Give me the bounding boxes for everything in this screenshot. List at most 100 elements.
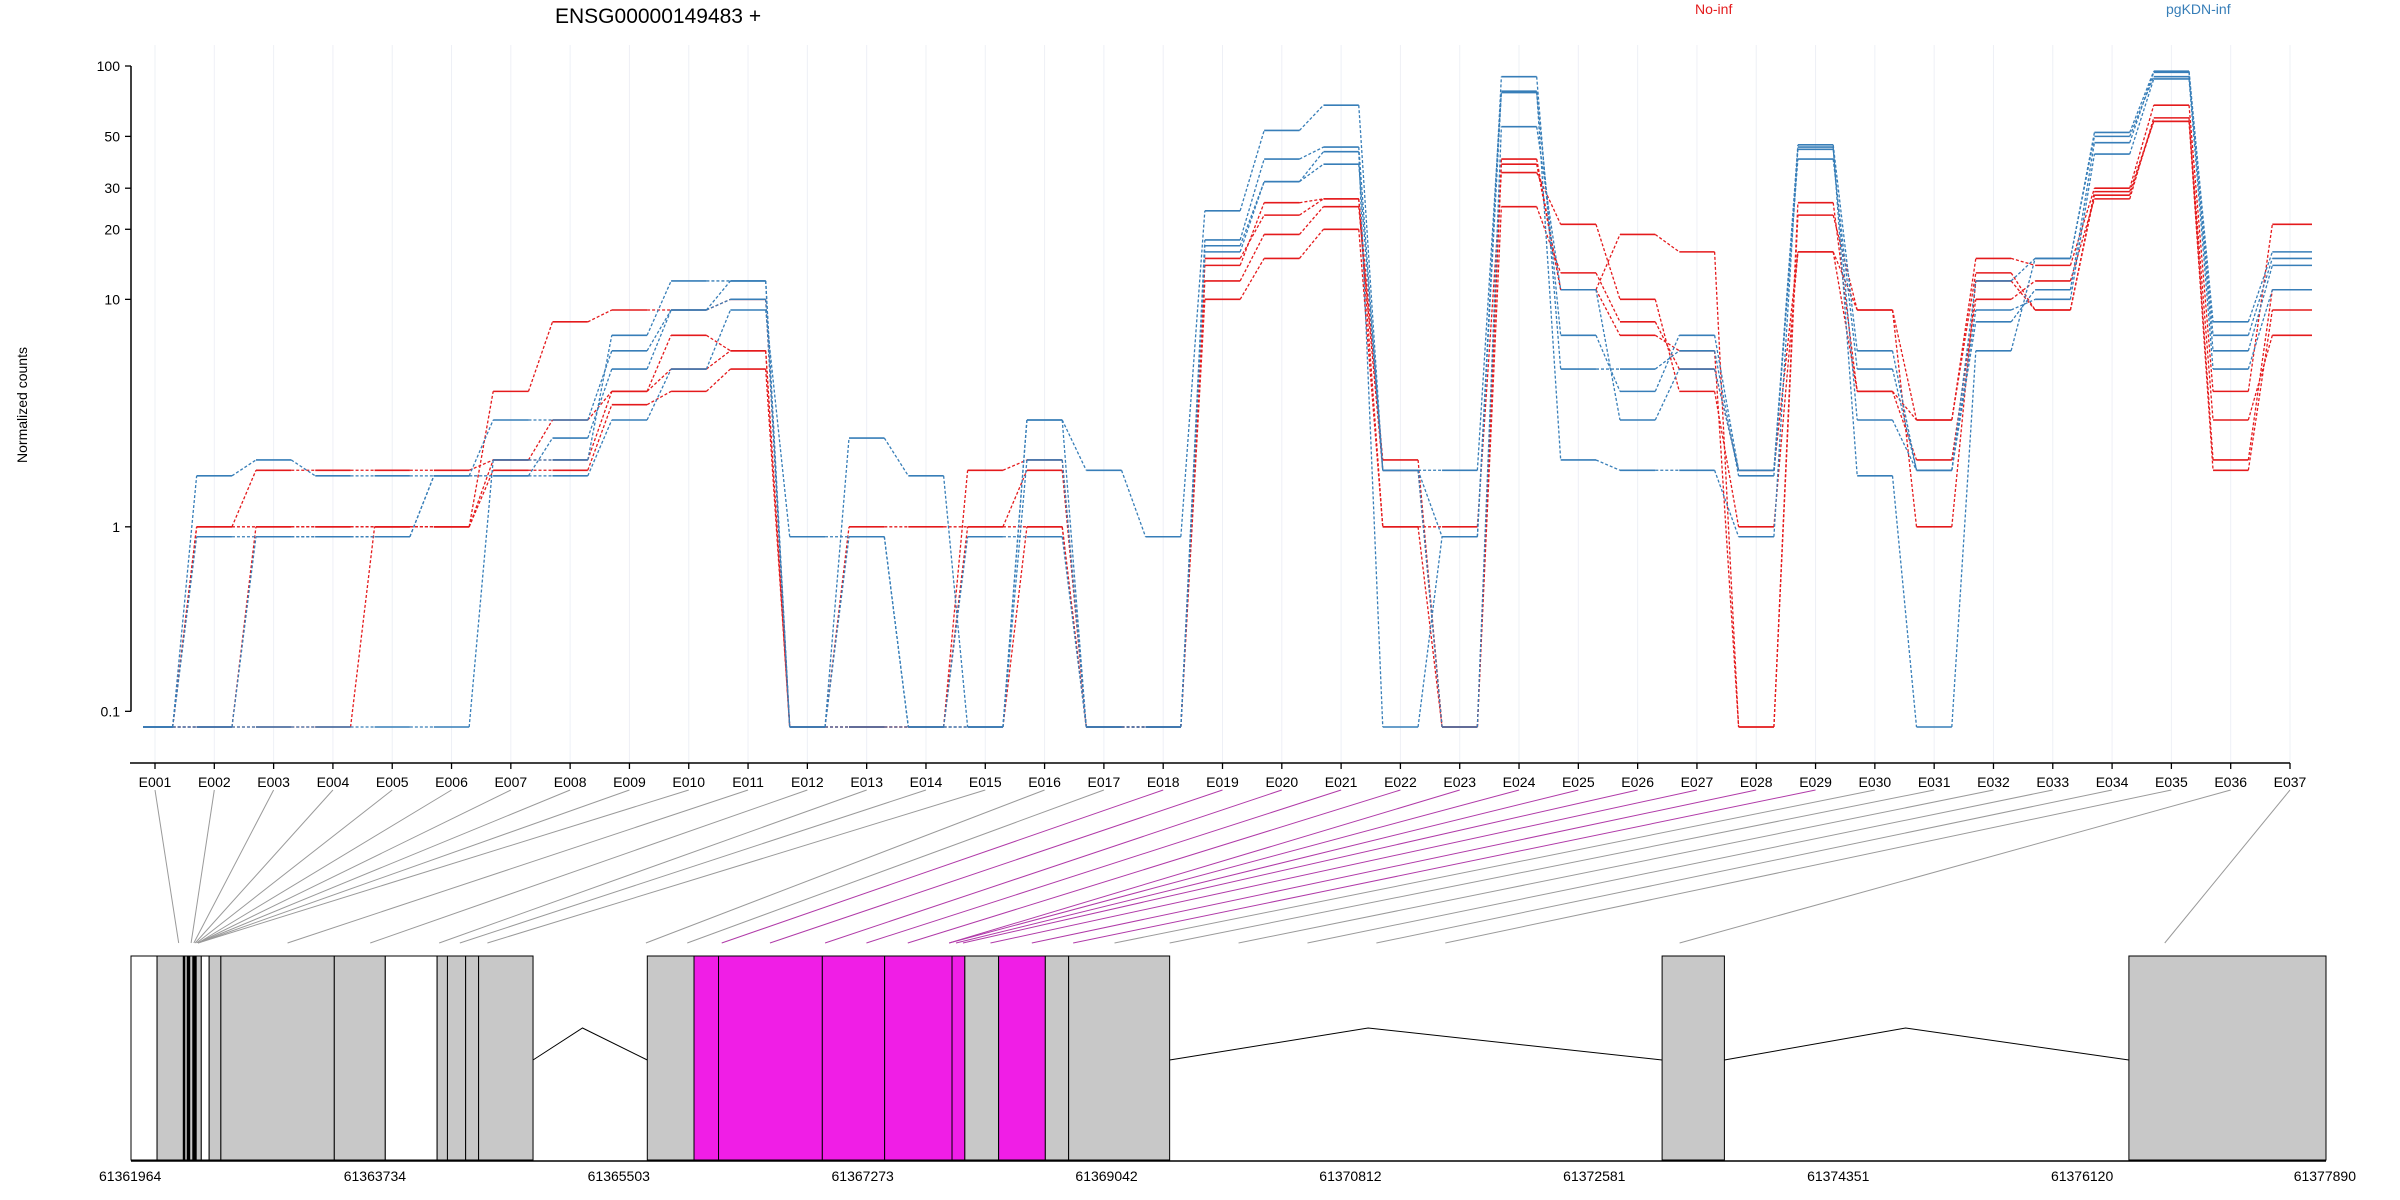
series-transition: [2010, 280, 2036, 311]
x-tick-label: E007: [494, 774, 527, 790]
exon-block: [465, 955, 480, 1161]
x-tick-label: E009: [613, 774, 646, 790]
exon-block: [195, 955, 202, 1161]
exon-connector: [1445, 789, 2172, 944]
intron-line: [1169, 1027, 1663, 1061]
series-transition: [1239, 158, 1265, 241]
genomic-tick-label: 61376120: [2051, 1168, 2114, 1184]
series-transition: [1595, 289, 1621, 336]
series-transition: [290, 459, 316, 477]
genomic-tick-label: 61377890: [2294, 1168, 2357, 1184]
series-transition: [646, 309, 672, 352]
series-transition: [1891, 350, 1918, 471]
series-transition: [1239, 181, 1265, 253]
series-transition: [2188, 76, 2214, 336]
exon-connector: [1114, 789, 1875, 944]
series-transition: [2010, 280, 2036, 300]
series-transition: [1298, 151, 1324, 183]
series-transition: [2188, 78, 2214, 370]
series-transition: [646, 335, 672, 392]
series-layer: [143, 70, 2312, 728]
series-transition: [1536, 76, 1562, 370]
series-transition: [883, 536, 909, 728]
genomic-tick-label: 61370812: [1319, 1168, 1382, 1184]
series-transition: [1358, 198, 1384, 461]
series-transition: [1951, 309, 1977, 471]
exon-block: [436, 955, 448, 1161]
y-tick-label: 10: [104, 291, 120, 307]
series-transition: [765, 309, 791, 537]
exon-block: [884, 955, 953, 1161]
x-tick-label: E033: [2036, 774, 2069, 790]
series-3: [143, 104, 2312, 728]
x-tick-label: E034: [2096, 774, 2129, 790]
series-transition: [1595, 224, 1621, 300]
series-transition: [2188, 121, 2214, 421]
x-tick-label: E024: [1503, 774, 1536, 790]
exon-connector: [459, 789, 927, 944]
exon-block: [951, 955, 966, 1161]
x-tick-label: E025: [1562, 774, 1595, 790]
genomic-tick-label: 61363734: [344, 1168, 407, 1184]
series-transition: [468, 459, 494, 471]
series-transition: [2010, 257, 2036, 282]
exon-connector: [1031, 789, 1757, 944]
series-transition: [1239, 258, 1265, 300]
series-transition: [2129, 70, 2155, 133]
legend: No-inf pgKDN-inf: [1695, 1, 2231, 17]
exon-block: [446, 955, 467, 1161]
series-transition: [2188, 105, 2214, 392]
x-tick-label: E028: [1740, 774, 1773, 790]
series-transition: [1358, 164, 1384, 471]
series-transition: [1298, 104, 1324, 131]
series-transition: [1299, 198, 1324, 204]
series-2: [143, 117, 2312, 728]
series-transition: [1358, 105, 1384, 471]
series-transition: [2247, 265, 2273, 351]
x-tick-label: E010: [672, 774, 705, 790]
series-transition: [1713, 350, 1740, 476]
x-tick-label: E035: [2155, 774, 2188, 790]
x-tick-label: E004: [317, 774, 350, 790]
series-transition: [942, 470, 969, 728]
series-transition: [1239, 130, 1265, 212]
series-transition: [2010, 298, 2036, 311]
series-transition: [409, 475, 435, 537]
exon-connector: [948, 789, 1520, 944]
intron-line: [1724, 1027, 2129, 1061]
series-transition: [468, 459, 494, 528]
series-transition: [1713, 391, 1740, 527]
exon-connector: [197, 789, 512, 944]
exon-connector: [197, 789, 452, 944]
series-transition: [1654, 350, 1680, 370]
chart-title: ENSG00000149483 +: [555, 5, 761, 28]
exon-connector: [487, 789, 986, 944]
series-transition: [765, 280, 791, 728]
series-transition: [1239, 214, 1265, 259]
series-transition: [1595, 234, 1621, 291]
series-transition: [1595, 272, 1621, 323]
series-transition: [706, 298, 731, 311]
exon-connector: [154, 789, 180, 944]
x-tick-label: E022: [1384, 774, 1417, 790]
series-transition: [2069, 191, 2096, 311]
series-transition: [646, 280, 672, 336]
y-tick-label: 100: [97, 58, 121, 74]
series-transition: [824, 536, 850, 728]
series-7: [143, 78, 2312, 728]
series-transition: [527, 437, 554, 477]
series-transition: [1595, 335, 1621, 392]
series-transition: [2129, 76, 2155, 137]
series-transition: [468, 459, 494, 728]
series-transition: [1832, 144, 1858, 351]
series-transition: [1180, 299, 1206, 728]
genomic-tick-label: 61367273: [832, 1168, 895, 1184]
series-transition: [1002, 419, 1028, 728]
exon-connector: [370, 789, 808, 944]
series-transition: [2188, 117, 2214, 461]
series-transition: [1417, 470, 1443, 728]
series-transition: [1002, 526, 1028, 728]
series-transition: [1832, 251, 1858, 392]
series-transition: [2010, 257, 2036, 267]
exon-connector: [2164, 789, 2291, 944]
